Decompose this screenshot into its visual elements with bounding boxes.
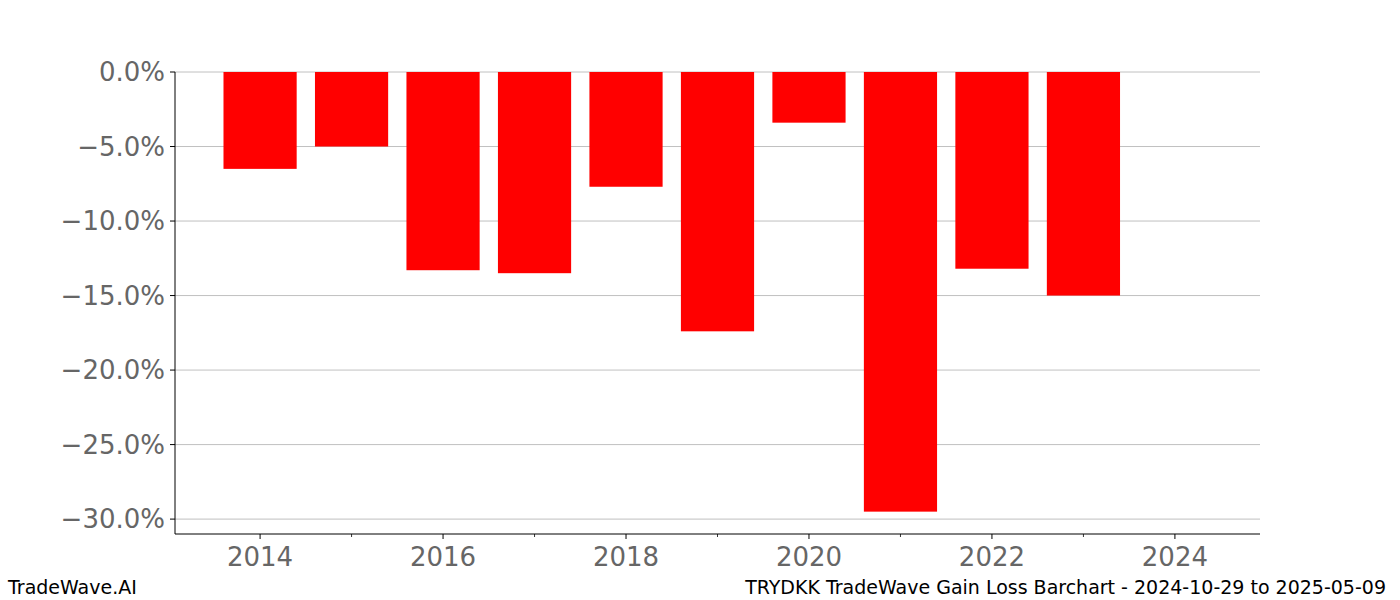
y-tick <box>170 72 175 73</box>
y-tick <box>170 444 175 445</box>
bar <box>589 72 662 187</box>
grid-line <box>175 370 1260 371</box>
y-tick <box>170 146 175 147</box>
bar <box>772 72 845 123</box>
x-tick <box>991 534 992 539</box>
bars <box>223 72 1120 512</box>
bar <box>681 72 754 331</box>
grid-line <box>175 519 1260 520</box>
x-tick-label: 2018 <box>593 542 659 572</box>
title: TRYDKK TradeWave Gain Loss Barchart - 20… <box>744 576 1386 598</box>
x-tick-label: 2022 <box>959 542 1025 572</box>
y-tick-label: −10.0% <box>61 206 165 236</box>
x-tick-label: 2020 <box>776 542 842 572</box>
x-tick-label: 2016 <box>410 542 476 572</box>
x-tick <box>1174 534 1175 539</box>
bar <box>498 72 571 273</box>
y-tick-label: −15.0% <box>61 281 165 311</box>
x-tick <box>260 534 261 539</box>
y-tick <box>170 295 175 296</box>
y-tick-label: −20.0% <box>61 355 165 385</box>
x-axis-line <box>175 534 1260 535</box>
grid-line <box>175 444 1260 445</box>
y-tick-label: −25.0% <box>61 430 165 460</box>
y-tick-label: −30.0% <box>61 504 165 534</box>
grid <box>175 72 1260 519</box>
bar <box>1138 72 1211 73</box>
bar <box>406 72 479 270</box>
y-tick-label: 0.0% <box>99 57 165 87</box>
x-tick <box>808 534 809 539</box>
bar <box>315 72 388 147</box>
watermark: TradeWave.AI <box>7 576 137 598</box>
x-tick <box>443 534 444 539</box>
bar <box>1047 72 1120 296</box>
y-tick <box>170 519 175 520</box>
y-tick-label: −5.0% <box>77 132 165 162</box>
x-tick-label: 2014 <box>227 542 293 572</box>
x-tick-label: 2024 <box>1142 542 1208 572</box>
x-tick <box>626 534 627 539</box>
y-tick <box>170 221 175 222</box>
bar <box>955 72 1028 269</box>
y-axis-line <box>175 72 176 534</box>
bar <box>864 72 937 512</box>
chart: 0.0% −5.0% −10.0% −15.0% −20.0% −25.0% −30.0% 2… <box>0 0 1400 600</box>
y-tick <box>170 370 175 371</box>
bar <box>223 72 296 169</box>
